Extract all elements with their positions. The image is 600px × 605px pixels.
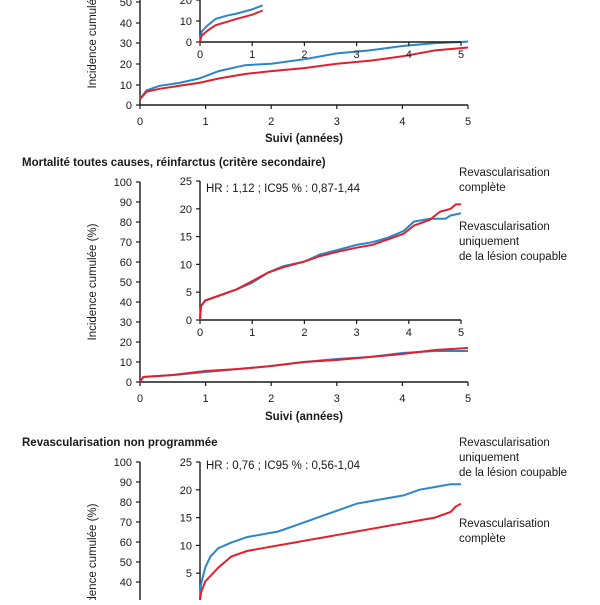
x-tick-label: 3 (334, 393, 340, 405)
legend-entry-red: Revascularisation complète (459, 167, 550, 194)
inset-series-line-red (199, 502, 462, 602)
hazard-ratio-annotation: HR : 1,12 ; IC95 % : 0,87-1,44 (206, 183, 361, 195)
inset-y-tick-label: 25 (180, 176, 192, 188)
hazard-ratio-annotation: HR : 0,76 ; IC95 % : 0,56-1,04 (206, 460, 361, 472)
y-tick-label: 40 (120, 297, 132, 309)
inset-x-tick-label: 1 (249, 327, 255, 339)
inset-series-line-red (199, 9, 263, 43)
legend-label-line: Revascularisation (459, 167, 550, 179)
x-tick-label: 4 (399, 393, 405, 405)
y-tick-label: 20 (120, 59, 132, 71)
inset-y-tick-label: 0 (186, 315, 192, 327)
x-axis-label: Suivi (années) (265, 411, 343, 423)
y-tick-label: 10 (120, 80, 132, 92)
inset-x-tick-label: 4 (406, 327, 412, 339)
y-tick-label: 70 (120, 237, 132, 249)
y-tick-label: 90 (120, 477, 132, 489)
x-axis-label: Suivi (années) (265, 133, 343, 145)
chart-3-title: Revascularisation non programmée (22, 437, 218, 449)
inset-y-tick-label: 20 (180, 485, 192, 497)
legend-label-line: de la lésion coupable (459, 251, 567, 263)
inset-x-tick-label: 5 (458, 49, 464, 61)
y-tick-label: 40 (120, 577, 132, 589)
inset-y-tick-label: 10 (180, 16, 192, 28)
y-tick-label: 80 (120, 217, 132, 229)
legend-label-line: Revascularisation (459, 518, 550, 530)
inset-x-tick-label: 3 (354, 327, 360, 339)
y-tick-label: 40 (120, 18, 132, 30)
inset-y-tick-label: 5 (186, 287, 192, 299)
y-axis-label: Incidence cumulée (%) (87, 0, 99, 88)
x-tick-label: 1 (203, 116, 209, 128)
inset-y-tick-label: 10 (180, 540, 192, 552)
main-series-line-red (139, 347, 469, 383)
x-tick-label: 0 (137, 116, 143, 128)
main-series-line-blue (139, 40, 469, 100)
inset-y-tick-label: 5 (186, 568, 192, 580)
x-tick-label: 0 (137, 393, 143, 405)
inset-y-tick-label: 0 (186, 37, 192, 49)
inset-series-line-blue (199, 4, 263, 43)
x-tick-label: 5 (465, 393, 471, 405)
y-tick-label: 70 (120, 517, 132, 529)
inset-y-tick-label: 15 (180, 232, 192, 244)
legend-label-line: uniquement (459, 452, 520, 464)
legend-label-line: complète (459, 182, 506, 194)
y-tick-label: 100 (114, 457, 132, 469)
x-tick-label: 4 (399, 116, 405, 128)
y-tick-label: 80 (120, 497, 132, 509)
legend-label-line: Revascularisation (459, 221, 550, 233)
x-tick-label: 1 (203, 393, 209, 405)
inset-y-tick-label: 25 (180, 457, 192, 469)
y-tick-label: 50 (120, 557, 132, 569)
chart-2-title: Mortalité toutes causes, réinfarctus (cr… (22, 157, 326, 169)
legend-label-line: complète (459, 533, 506, 545)
legend-entry-red: Revascularisation complète (459, 518, 550, 545)
y-tick-label: 0 (126, 100, 132, 112)
inset-x-tick-label: 0 (197, 327, 203, 339)
inset-y-tick-label: 10 (180, 259, 192, 271)
inset-y-tick-label: 15 (180, 513, 192, 525)
inset-x-tick-label: 2 (301, 49, 307, 61)
x-tick-label: 3 (334, 116, 340, 128)
inset-x-tick-label: 0 (197, 49, 203, 61)
legend-entry-blue: Revascularisation uniquement de la lésion … (459, 437, 567, 479)
y-tick-label: 50 (120, 277, 132, 289)
y-tick-label: 60 (120, 257, 132, 269)
legend-label-line: uniquement (459, 236, 520, 248)
inset-x-tick-label: 5 (458, 327, 464, 339)
inset-x-tick-label: 4 (406, 49, 412, 61)
y-tick-label: 100 (114, 177, 132, 189)
y-axis-label: Incidence cumulée (%) (87, 223, 99, 340)
x-tick-label: 5 (465, 116, 471, 128)
y-tick-label: 10 (120, 357, 132, 369)
y-tick-label: 30 (120, 38, 132, 50)
inset-x-tick-label: 3 (354, 49, 360, 61)
inset-x-tick-label: 2 (301, 327, 307, 339)
inset-y-tick-label: 20 (180, 204, 192, 216)
inset-series-line-red (199, 203, 461, 321)
y-tick-label: 50 (120, 0, 132, 9)
legend-entry-blue: Revascularisation uniquement de la lésion … (459, 221, 567, 263)
y-tick-label: 0 (126, 377, 132, 389)
y-tick-label: 60 (120, 537, 132, 549)
y-tick-label: 20 (120, 337, 132, 349)
main-series-line-red (139, 46, 469, 100)
y-tick-label: 30 (120, 317, 132, 329)
legend-label-line: de la lésion coupable (459, 467, 567, 479)
inset-y-tick-label: 20 (180, 0, 192, 7)
y-axis-label: Incidence cumulée (%) (87, 503, 99, 600)
x-tick-label: 2 (268, 116, 274, 128)
legend-label-line: Revascularisation (459, 437, 550, 449)
chart-3: 40 50 60 70 80 90 100 Incidence cumulée (%) 5 10 1… (87, 437, 567, 605)
y-tick-label: 90 (120, 197, 132, 209)
x-tick-label: 2 (268, 393, 274, 405)
inset-x-tick-label: 1 (249, 49, 255, 61)
inset-series-line-blue (199, 483, 461, 602)
